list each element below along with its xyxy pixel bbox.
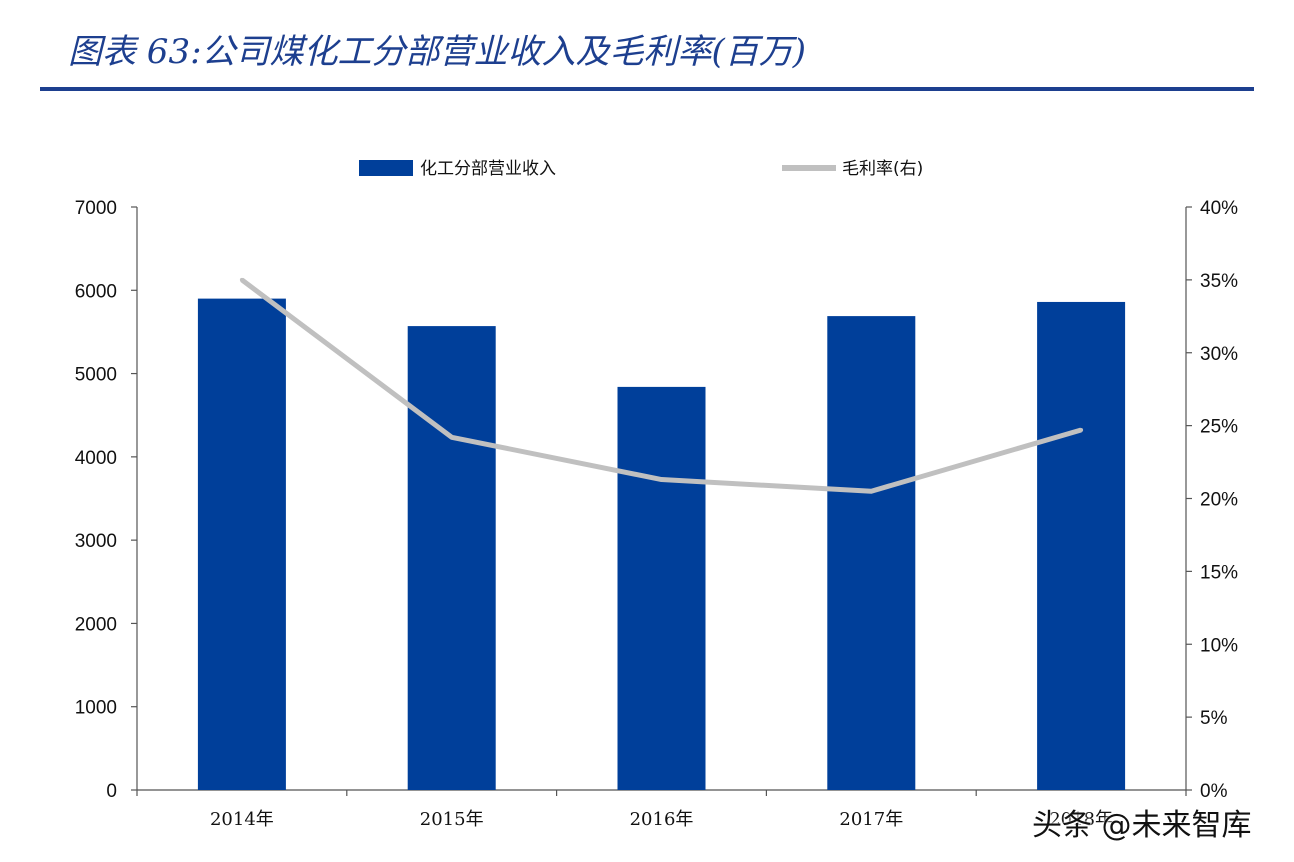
- y-right-tick-label: 35%: [1200, 271, 1238, 292]
- y-right-tick-label: 30%: [1200, 344, 1238, 365]
- y-right-tick-label: 0%: [1200, 781, 1228, 802]
- title-divider: [40, 87, 1254, 91]
- bar-4: [827, 316, 916, 790]
- y-right-tick-label: 10%: [1200, 635, 1238, 656]
- y-left-tick-label: 1000: [75, 698, 117, 719]
- y-left-tick-label: 4000: [75, 448, 117, 469]
- margin-point-3: [659, 477, 664, 482]
- margin-point-2: [449, 435, 454, 440]
- y-right-tick-label: 40%: [1200, 198, 1238, 219]
- bar-3: [617, 386, 706, 790]
- page-title: 图表 63:公司煤化工分部营业收入及毛利率(百万): [68, 32, 807, 72]
- line-series: [239, 277, 1084, 494]
- y-left-tick-label: 0: [106, 781, 117, 802]
- watermark: 头条 @未来智库: [1032, 808, 1252, 843]
- y-left-tick-label: 6000: [75, 281, 117, 302]
- y-left-tick-label: 5000: [75, 365, 117, 386]
- y-left-tick-label: 2000: [75, 614, 117, 635]
- x-tick-label: 2015年: [420, 809, 484, 830]
- y-left-tick-label: 3000: [75, 531, 117, 552]
- x-tick-label: 2018年: [1049, 809, 1113, 830]
- bar-2: [407, 326, 496, 790]
- y-right-tick-label: 25%: [1200, 417, 1238, 438]
- legend-label-bar: 化工分部营业收入: [420, 159, 556, 179]
- margin-point-5: [1079, 427, 1084, 432]
- margin-point-4: [869, 489, 874, 494]
- axes: 0 1000 2000 3000 4000 5000 6000 7000 0% 5% 10% 15% 2…: [75, 198, 1238, 830]
- bar-series: [197, 298, 1126, 790]
- legend-label-line: 毛利率(右): [842, 159, 923, 179]
- x-tick-label: 2016年: [630, 809, 694, 830]
- y-right-tick-label: 5%: [1200, 708, 1228, 729]
- margin-point-1: [239, 277, 244, 282]
- y-right-tick-label: 20%: [1200, 490, 1238, 511]
- legend: 化工分部营业收入 毛利率(右): [359, 159, 923, 179]
- x-tick-label: 2014年: [210, 809, 274, 830]
- bar-1: [197, 298, 286, 790]
- y-left-tick-label: 7000: [75, 198, 117, 219]
- legend-swatch-bar: [359, 160, 413, 176]
- x-tick-label: 2017年: [839, 809, 903, 830]
- bar-5: [1037, 301, 1126, 790]
- y-right-tick-label: 15%: [1200, 562, 1238, 583]
